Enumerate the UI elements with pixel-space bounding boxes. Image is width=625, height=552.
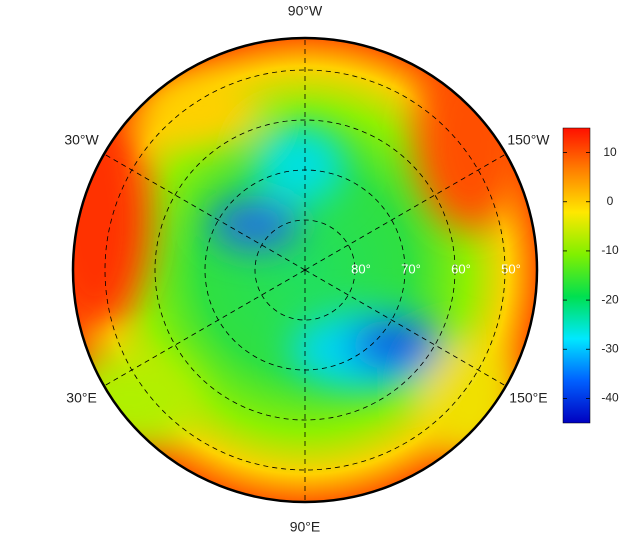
meridian bbox=[304, 153, 507, 271]
parallel bbox=[154, 119, 456, 421]
meridian-label: 90°W bbox=[288, 3, 323, 19]
colorbar-tick-label: -40 bbox=[601, 391, 619, 405]
colorbar-tick-label: 0 bbox=[607, 194, 614, 208]
parallel-label: 60° bbox=[451, 261, 471, 276]
meridian-label: 150°E bbox=[509, 390, 547, 406]
parallel-label: 70° bbox=[401, 261, 421, 276]
map-boundary bbox=[71, 36, 539, 504]
parallel-label: 50° bbox=[501, 261, 521, 276]
meridian bbox=[103, 269, 306, 387]
meridian-label: 30°W bbox=[64, 132, 99, 148]
colorbar-tick-label: -10 bbox=[601, 243, 619, 257]
parallel-label: 80° bbox=[351, 261, 371, 276]
meridian-label: 90°E bbox=[290, 519, 321, 535]
colorbar bbox=[562, 127, 591, 424]
colorbar-tick-label: 10 bbox=[603, 145, 617, 159]
meridian-label: 150°W bbox=[507, 132, 550, 148]
colorbar-tick-label: -20 bbox=[601, 292, 619, 306]
meridian-label: 30°E bbox=[66, 390, 97, 406]
meridian bbox=[103, 153, 306, 271]
meridian bbox=[304, 269, 507, 387]
parallel bbox=[104, 69, 506, 471]
colorbar-tick-label: -30 bbox=[601, 341, 619, 355]
